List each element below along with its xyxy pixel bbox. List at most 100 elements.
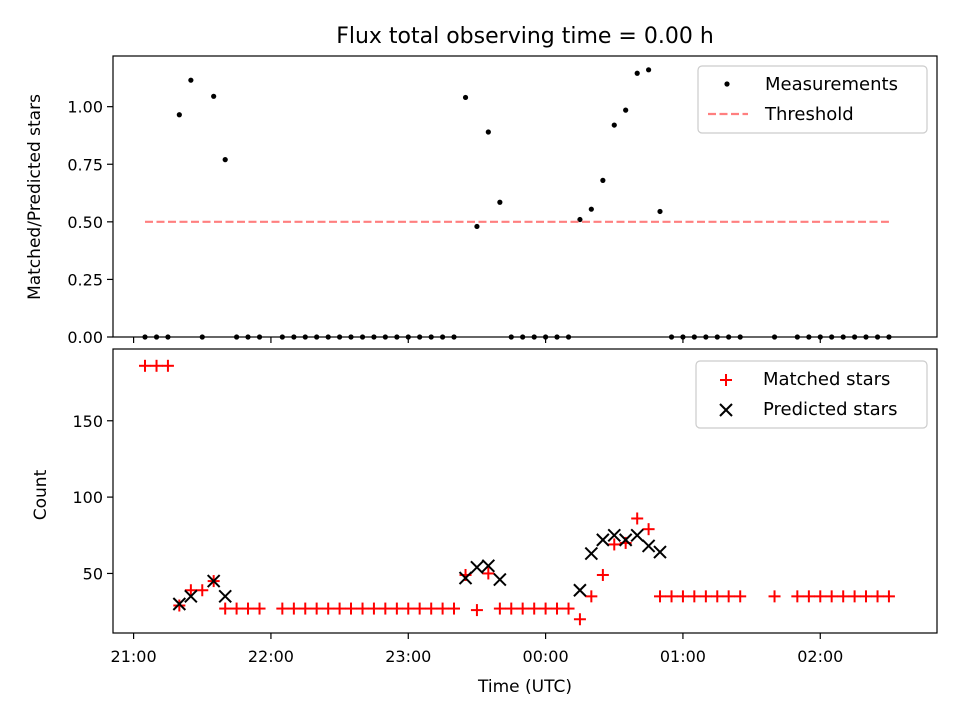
matched-star-marker — [287, 602, 300, 615]
measurement-point — [188, 77, 194, 83]
matched-star-marker — [493, 602, 506, 615]
measurement-point — [176, 112, 182, 118]
x-tick-label: 01:00 — [660, 647, 706, 666]
predicted-star-marker — [630, 528, 644, 542]
matched-star-marker — [516, 602, 529, 615]
predicted-star-marker — [184, 589, 198, 604]
predicted-star-marker — [596, 533, 610, 547]
matched-star-marker — [676, 590, 689, 603]
measurement-point — [611, 122, 617, 128]
x-tick-label: 02:00 — [797, 647, 843, 666]
matched-star-marker — [470, 604, 483, 617]
predicted-star-marker — [493, 572, 507, 587]
matched-star-marker — [241, 602, 254, 615]
matched-star-marker — [825, 590, 838, 603]
measurement-point — [600, 177, 606, 183]
bottom-y-tick-label: 50 — [83, 564, 103, 583]
matched-star-marker — [482, 567, 495, 580]
matched-star-marker — [425, 602, 438, 615]
bottom-y-ticks: 50 100 150 — [72, 412, 113, 583]
top-y-tick-label: 0.00 — [67, 328, 103, 347]
measurement-point — [657, 208, 663, 215]
matched-star-marker — [642, 523, 655, 536]
matched-star-marker — [413, 602, 426, 615]
matched-star-marker — [802, 590, 815, 603]
predicted-star-marker — [573, 583, 587, 597]
measurement-point — [497, 199, 503, 205]
measurement-point — [588, 206, 594, 212]
legend-predicted-label: Predicted stars — [763, 399, 897, 420]
figure-title: Flux total observing time = 0.00 h — [336, 24, 714, 49]
legend-threshold-label: Threshold — [764, 104, 854, 125]
bottom-legend: Matched stars Predicted stars — [695, 360, 928, 429]
matched-star-marker — [310, 602, 323, 615]
measurement-point — [474, 223, 480, 230]
top-y-axis-label: Matched/Predicted stars — [25, 94, 45, 300]
legend-predicted-marker — [719, 403, 733, 417]
matched-star-marker — [573, 613, 586, 626]
top-y-tick-label: 0.50 — [67, 213, 103, 232]
measurement-point — [211, 93, 217, 99]
matched-star-marker — [596, 568, 609, 581]
measurement-point — [646, 67, 652, 73]
matched-star-marker — [734, 590, 747, 603]
predicted-star-marker — [584, 546, 599, 561]
matched-star-marker — [505, 602, 518, 615]
predicted-star-marker — [653, 545, 667, 559]
top-legend-box — [697, 65, 928, 134]
top-axes-frame — [112, 55, 938, 338]
predicted-star-marker — [618, 533, 633, 547]
x-tick-label: 21:00 — [111, 647, 157, 666]
matched-star-marker — [299, 602, 312, 615]
matched-star-marker — [219, 602, 232, 615]
matched-star-marker — [711, 590, 724, 603]
top-legend: Measurements Threshold — [697, 65, 928, 134]
matched-star-marker — [722, 590, 735, 603]
matched-star-marker — [333, 602, 346, 615]
matched-star-marker — [791, 590, 804, 603]
top-x-ticks — [133, 337, 821, 343]
predicted-star-marker — [458, 571, 473, 585]
matched-star-marker — [367, 602, 380, 615]
measurement-point — [485, 129, 491, 135]
legend-matched-marker — [720, 374, 732, 386]
matched-star-marker — [859, 590, 872, 603]
matched-star-marker — [322, 602, 335, 615]
predicted-star-marker — [607, 528, 621, 542]
measurement-point — [222, 157, 228, 163]
matched-star-marker — [882, 590, 895, 603]
bottom-x-ticks: 21:00 22:00 23:00 00:00 01:00 02:00 — [111, 633, 843, 666]
matched-star-marker — [344, 602, 357, 615]
top-y-tick-label: 1.00 — [67, 98, 103, 117]
matched-star-marker — [848, 590, 861, 603]
matched-star-marker — [150, 359, 163, 372]
matched-star-marker — [562, 602, 575, 615]
matched-star-marker — [173, 599, 186, 612]
matched-star-marker — [814, 590, 827, 603]
matched-star-marker — [230, 602, 243, 615]
matched-star-marker — [184, 584, 197, 597]
bottom-legend-box — [695, 360, 928, 429]
matched-star-marker — [138, 359, 151, 372]
matched-star-marker — [550, 602, 563, 615]
top-panel: 0.00 0.25 0.50 0.75 1.00 Matched/Predicted s… — [25, 55, 938, 347]
predicted-star-marker — [206, 574, 221, 588]
predicted-star-marker — [641, 539, 656, 553]
matched-star-marker — [665, 590, 678, 603]
matched-star-marker — [379, 602, 392, 615]
matched-star-marker — [608, 538, 621, 551]
matched-star-marker — [390, 602, 403, 615]
matched-star-marker — [837, 590, 850, 603]
predicted-star-marker — [470, 560, 484, 575]
matched-star-marker — [253, 602, 266, 615]
measurement-point — [623, 107, 629, 113]
matched-star-marker — [276, 602, 289, 615]
matched-star-marker — [585, 590, 598, 603]
matched-star-marker — [871, 590, 884, 603]
x-tick-label: 22:00 — [248, 647, 294, 666]
matched-star-marker — [402, 602, 415, 615]
matched-star-marker — [436, 602, 449, 615]
matched-star-marker — [447, 602, 460, 615]
